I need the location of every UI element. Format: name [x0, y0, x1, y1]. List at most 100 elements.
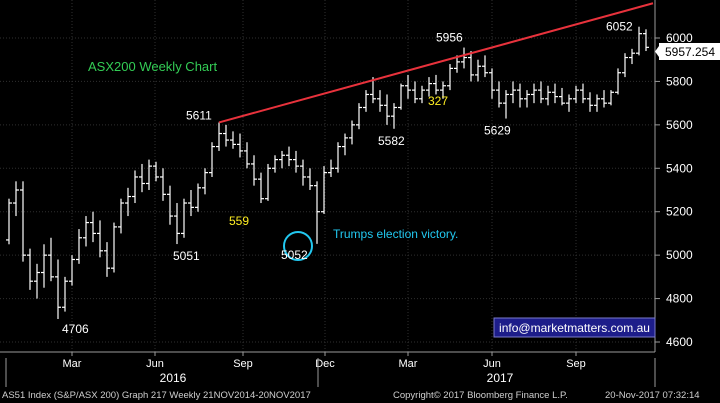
- ohlc-bar: [125, 187, 131, 217]
- x-tick-label: Mar: [63, 358, 82, 370]
- y-tick-label: 5800: [666, 74, 693, 88]
- ohlc-bar: [461, 47, 467, 69]
- ohlc-bar: [643, 29, 649, 52]
- ohlc-bar: [34, 263, 40, 299]
- ohlc-bar: [608, 90, 614, 106]
- footer-timestamp: 20-Nov-2017 07:32:14: [605, 390, 700, 401]
- current-value-label: 5957.254: [665, 45, 715, 59]
- ohlc-bar: [447, 64, 453, 91]
- ohlc-bar: [97, 220, 103, 258]
- ohlc-bar: [510, 81, 516, 104]
- ohlc-bar: [244, 142, 250, 169]
- ohlc-bar: [566, 94, 572, 112]
- ohlc-bar: [356, 103, 362, 130]
- annotation-label: 5052: [281, 248, 308, 262]
- ohlc-bar: [237, 133, 243, 158]
- y-tick-label: 6000: [666, 31, 693, 45]
- ohlc-bar: [559, 87, 565, 106]
- ohlc-bar: [272, 155, 278, 173]
- annotation-label: Trumps election victory.: [333, 227, 458, 241]
- ohlc-bar: [426, 77, 432, 97]
- ohlc-bar: [202, 168, 208, 195]
- ohlc-bar: [230, 131, 236, 149]
- x-tick-label: Dec: [315, 358, 335, 370]
- ohlc-bar: [293, 150, 299, 173]
- ohlc-bar: [531, 83, 537, 104]
- ohlc-bar: [580, 83, 586, 104]
- ohlc-bar: [398, 83, 404, 110]
- ohlc-bar: [636, 26, 642, 56]
- year-label: 2017: [487, 371, 514, 385]
- election-marker-circle: [283, 231, 313, 261]
- ohlc-bar: [475, 59, 481, 82]
- ohlc-bar: [27, 248, 33, 290]
- year-label: 2016: [160, 371, 187, 385]
- x-tick-label: Sep: [566, 358, 586, 370]
- ohlc-bar: [433, 74, 439, 95]
- annotation-label: 6052: [606, 20, 633, 34]
- ohlc-bar: [363, 90, 369, 112]
- annotation-label: 5629: [484, 124, 511, 138]
- ohlc-bar: [13, 181, 19, 217]
- ohlc-bar: [349, 120, 355, 145]
- ohlc-bar: [489, 68, 495, 99]
- ohlc-bar: [90, 211, 96, 243]
- ohlc-bar: [622, 53, 628, 78]
- ohlc-bar: [307, 168, 313, 190]
- ohlc-bar: [132, 170, 138, 204]
- current-value-tag: 5957.254: [655, 43, 720, 60]
- ohlc-bar: [573, 85, 579, 104]
- ohlc-bar: [545, 85, 551, 106]
- ohlc-bar: [83, 216, 89, 247]
- ohlc-bar: [468, 51, 474, 82]
- ohlc-bar: [111, 222, 117, 273]
- ohlc-bar: [251, 155, 257, 186]
- ohlc-bar: [41, 244, 47, 288]
- x-axis-ticks: Mar Jun Sep Dec Mar Jun Sep: [63, 352, 586, 370]
- ohlc-bar: [118, 198, 124, 234]
- price-bars: [6, 26, 649, 319]
- ohlc-bar: [265, 163, 271, 201]
- ohlc-bar: [454, 55, 460, 73]
- annotation-label: 5956: [436, 31, 463, 45]
- y-tick-label: 4600: [666, 335, 693, 349]
- y-tick-label: 5000: [666, 248, 693, 262]
- trendline: [218, 2, 654, 124]
- ohlc-bar: [370, 77, 376, 104]
- x-axis-years: 2016 2017: [5, 358, 656, 387]
- ohlc-bar: [160, 168, 166, 201]
- y-tick-label: 4800: [666, 292, 693, 306]
- footer-security: AS51 Index (S&P/ASX 200) Graph 217 Weekl…: [2, 390, 311, 401]
- annotation-label: 5611: [186, 108, 212, 122]
- x-tick-label: Sep: [233, 358, 253, 370]
- ohlc-bar: [188, 190, 194, 217]
- y-tick-label: 5400: [666, 161, 693, 175]
- ohlc-bar: [503, 90, 509, 119]
- ohlc-bar: [342, 133, 348, 156]
- ohlc-bar: [55, 259, 61, 319]
- ohlc-bar: [384, 94, 390, 125]
- ohlc-bar: [496, 81, 502, 108]
- ohlc-bar: [412, 81, 418, 104]
- ohlc-bar: [328, 159, 334, 177]
- ohlc-bar: [146, 159, 152, 190]
- ohlc-bar: [76, 229, 82, 264]
- ohlc-bar: [405, 74, 411, 99]
- ohlc-bar: [286, 146, 292, 167]
- ohlc-bar: [209, 142, 215, 177]
- ohlc-bar: [615, 68, 621, 95]
- ohlc-bar: [167, 185, 173, 225]
- ohlc-bar: [335, 142, 341, 173]
- ohlc-bar: [195, 183, 201, 212]
- annotation-label: 4706: [62, 322, 89, 336]
- ohlc-bar: [48, 237, 54, 282]
- annotation-label: 559: [229, 214, 249, 228]
- y-tick-label: 5200: [666, 205, 693, 219]
- ohlc-bar: [377, 90, 383, 112]
- grid-lines: [0, 0, 655, 352]
- ohlc-bar: [69, 255, 75, 286]
- y-tick-label: 5600: [666, 118, 693, 132]
- chart-title: ASX200 Weekly Chart: [88, 59, 217, 74]
- ohlc-bar: [174, 203, 180, 245]
